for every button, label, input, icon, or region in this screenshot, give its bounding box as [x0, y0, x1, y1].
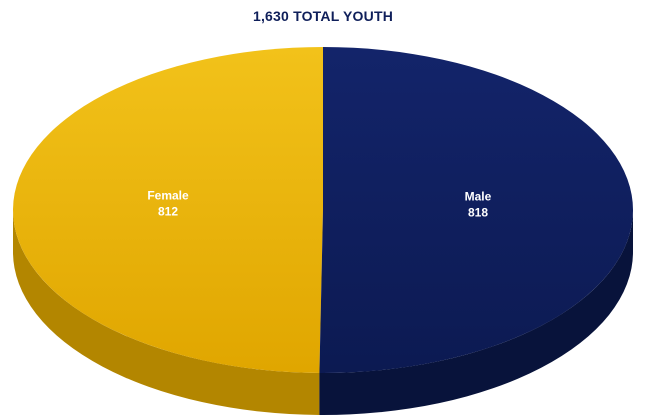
slice-label-male: Male [465, 189, 492, 203]
slice-value-female: 812 [158, 205, 178, 219]
pie-slices [13, 47, 633, 415]
slice-value-male: 818 [468, 205, 488, 219]
slice-label-female: Female [147, 189, 189, 203]
